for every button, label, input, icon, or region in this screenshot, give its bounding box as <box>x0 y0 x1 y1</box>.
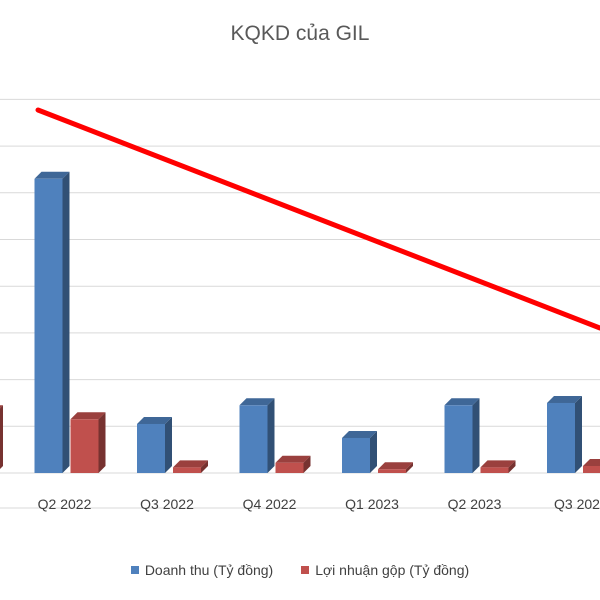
bar-front <box>173 467 201 473</box>
bar-front <box>480 467 509 473</box>
x-tick-label: Q2 2023 <box>448 496 502 512</box>
bar-side <box>98 412 106 473</box>
legend: Doanh thu (Tỷ đồng) Lợi nhuận gộp (Tỷ đồ… <box>0 562 600 578</box>
gross-profit-bar <box>0 405 3 469</box>
bar-side <box>62 171 70 474</box>
legend-swatch-gross-profit <box>301 566 310 574</box>
bar-top <box>173 460 208 468</box>
chart-title: KQKD của GIL <box>230 22 370 45</box>
gross-profit-bar <box>173 460 208 473</box>
trend-line-group <box>35 107 600 331</box>
revenue-bar <box>34 171 70 474</box>
bar-top <box>378 462 413 470</box>
x-tick-label: Q4 2022 <box>243 496 297 512</box>
bar-side <box>406 462 413 473</box>
revenue-bar <box>342 430 377 473</box>
bar-side <box>201 460 208 473</box>
x-tick-label: Q3 2022 <box>140 496 194 512</box>
bar-side <box>575 395 582 473</box>
bars <box>0 171 600 474</box>
x-axis-labels: Q2 2022 Q3 2022 Q4 2022 Q1 2023 Q2 2023 Q3 20… <box>38 496 600 512</box>
bar-front <box>342 437 370 473</box>
gross-profit-bar <box>480 460 516 473</box>
bar-top <box>34 171 70 179</box>
bar-side <box>165 416 172 473</box>
legend-label-revenue: Doanh thu (Tỷ đồng) <box>144 562 274 578</box>
bar-side <box>508 460 516 473</box>
bar-top <box>275 455 311 463</box>
gross-profit-bar <box>378 462 413 473</box>
bar-front <box>378 469 406 473</box>
revenue-bar <box>239 398 275 473</box>
bar-top <box>547 395 582 403</box>
legend-swatch-revenue <box>130 566 139 574</box>
bar-top <box>0 405 3 409</box>
bar-side <box>303 455 311 473</box>
bar-side <box>472 398 480 473</box>
x-tick-label: Q1 2023 <box>345 496 399 512</box>
gross-profit-bar <box>70 412 106 473</box>
bar-front <box>547 402 575 473</box>
bar-front <box>583 465 600 473</box>
x-tick-label: Q2 2022 <box>38 496 92 512</box>
bar-side <box>370 430 377 473</box>
bar-front <box>137 423 165 473</box>
gross-profit-bar <box>583 458 600 473</box>
bar-front <box>275 462 304 473</box>
bar-top <box>70 412 106 420</box>
bar-top <box>444 398 480 406</box>
revenue-bar <box>137 416 172 473</box>
revenue-bar <box>444 398 480 473</box>
bar-top <box>342 430 377 438</box>
bar-side <box>267 398 275 473</box>
bar-top <box>583 458 600 466</box>
bar-front <box>70 419 99 473</box>
revenue-bar <box>547 395 582 473</box>
legend-label-gross-profit: Lợi nhuận gộp (Tỷ đồng) <box>315 562 470 578</box>
bar-top <box>239 398 275 406</box>
bar-side <box>0 405 3 469</box>
gross-profit-bar <box>275 455 311 473</box>
x-tick-label: Q3 202 <box>554 496 600 512</box>
legend-item-revenue: Doanh thu (Tỷ đồng) <box>130 562 274 578</box>
bar-front <box>444 405 473 473</box>
bar-top <box>480 460 516 468</box>
trend-line <box>35 107 600 331</box>
legend-item-gross-profit: Lợi nhuận gộp (Tỷ đồng) <box>301 562 469 578</box>
bar-top <box>137 416 172 424</box>
bar-front <box>34 178 63 474</box>
bar-front <box>239 405 268 473</box>
